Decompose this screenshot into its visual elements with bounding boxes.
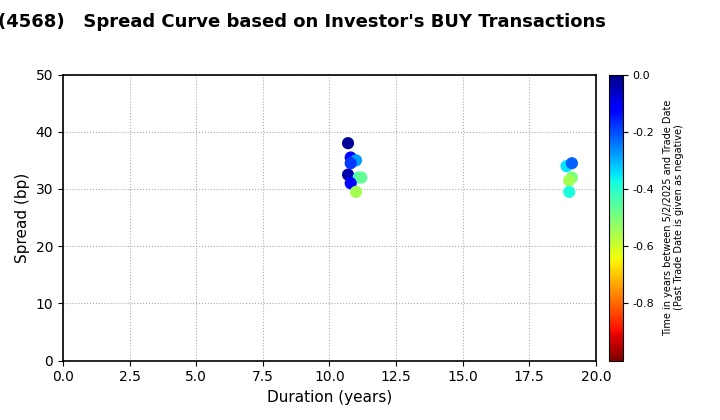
- Point: [345, 154, 356, 161]
- Point: [356, 174, 367, 181]
- Point: [350, 157, 361, 164]
- Text: (4568)   Spread Curve based on Investor's BUY Transactions: (4568) Spread Curve based on Investor's …: [0, 13, 606, 31]
- Point: [342, 171, 354, 178]
- Point: [566, 174, 577, 181]
- Point: [345, 160, 356, 167]
- Point: [345, 180, 356, 186]
- Y-axis label: Time in years between 5/2/2025 and Trade Date
(Past Trade Date is given as negat: Time in years between 5/2/2025 and Trade…: [663, 100, 685, 336]
- Point: [564, 177, 575, 184]
- Point: [353, 174, 364, 181]
- Point: [561, 163, 572, 169]
- Point: [566, 160, 577, 167]
- Point: [342, 140, 354, 147]
- Point: [350, 189, 361, 195]
- Point: [564, 189, 575, 195]
- X-axis label: Duration (years): Duration (years): [266, 390, 392, 405]
- Y-axis label: Spread (bp): Spread (bp): [15, 173, 30, 263]
